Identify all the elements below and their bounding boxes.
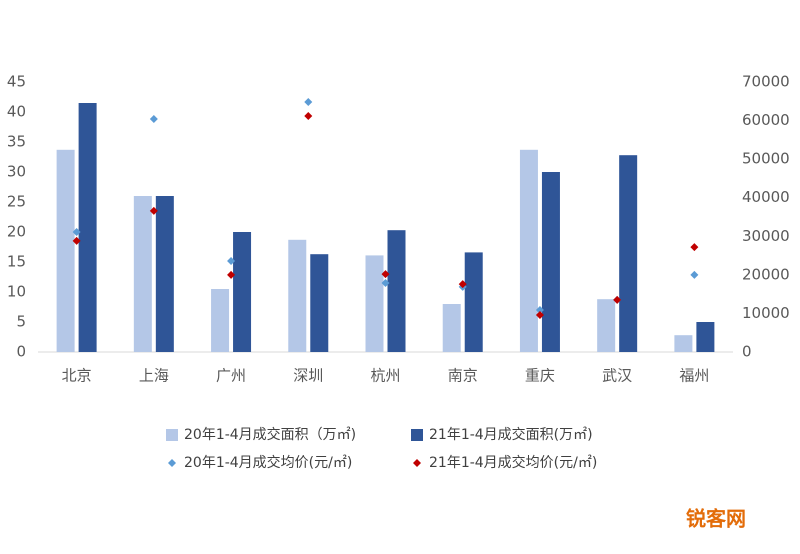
x-tick-label: 杭州 xyxy=(370,367,400,385)
bar xyxy=(233,232,252,352)
y-tick-label: 20 xyxy=(7,223,26,241)
marker xyxy=(690,270,699,279)
x-tick-label: 广州 xyxy=(216,367,246,385)
bar xyxy=(519,149,538,352)
y-tick-label: 15 xyxy=(7,253,26,271)
y2-tick-label: 50000 xyxy=(742,150,790,168)
x-tick-label: 上海 xyxy=(139,367,169,385)
marker xyxy=(72,236,81,245)
x-tick-label: 深圳 xyxy=(293,367,323,385)
y2-tick-label: 70000 xyxy=(742,73,790,91)
legend-label: 20年1-4月成交面积（万㎡) xyxy=(184,426,356,443)
y2-tick-label: 30000 xyxy=(742,227,790,245)
bar xyxy=(387,230,406,352)
y-tick-label: 30 xyxy=(7,163,26,181)
bar xyxy=(597,299,616,352)
marker xyxy=(613,295,622,304)
bar xyxy=(442,304,461,352)
y-tick-label: 40 xyxy=(7,103,26,121)
legend-swatch xyxy=(168,459,176,467)
y2-tick-label: 40000 xyxy=(742,188,790,206)
marker xyxy=(149,115,158,124)
marker xyxy=(458,280,467,289)
marker xyxy=(149,206,158,215)
bar xyxy=(133,196,152,352)
y2-tick-label: 20000 xyxy=(742,265,790,283)
marker xyxy=(304,98,313,107)
y2-tick-label: 60000 xyxy=(742,111,790,129)
marker xyxy=(227,270,236,279)
y-tick-label: 10 xyxy=(7,283,26,301)
watermark: 锐客网 xyxy=(686,507,746,531)
x-tick-label: 北京 xyxy=(62,367,92,385)
legend-label: 21年1-4月成交面积(万㎡) xyxy=(429,426,593,443)
x-tick-label: 重庆 xyxy=(525,367,555,385)
y2-tick-label: 0 xyxy=(742,343,752,361)
marker xyxy=(535,310,544,319)
legend-swatch xyxy=(411,429,423,441)
marker xyxy=(690,243,699,252)
legend: 20年1-4月成交面积（万㎡) 21年1-4月成交面积(万㎡) 20年1-4月成交均… xyxy=(166,426,597,471)
legend-label: 20年1-4月成交均价(元/㎡) xyxy=(184,454,352,471)
bar xyxy=(288,239,307,352)
y-tick-label: 5 xyxy=(16,313,26,331)
y-tick-label: 35 xyxy=(7,133,26,151)
legend-swatch xyxy=(413,459,421,467)
y-tick-label: 0 xyxy=(16,343,26,361)
legend-swatch xyxy=(166,429,178,441)
marker xyxy=(304,111,313,120)
bar xyxy=(541,172,560,352)
bar xyxy=(56,149,75,352)
bar xyxy=(674,335,693,352)
bar xyxy=(310,254,329,352)
bar xyxy=(211,289,230,352)
marker xyxy=(227,256,236,265)
bar xyxy=(365,255,384,352)
marker xyxy=(381,278,390,287)
bar xyxy=(696,322,715,352)
x-tick-label: 福州 xyxy=(679,367,709,385)
bar xyxy=(155,196,174,352)
y-tick-label: 45 xyxy=(7,73,26,91)
x-tick-label: 武汉 xyxy=(602,367,632,385)
legend-label: 21年1-4月成交均价(元/㎡) xyxy=(429,454,597,471)
x-tick-label: 南京 xyxy=(448,367,478,385)
bar xyxy=(78,103,97,352)
y-tick-label: 25 xyxy=(7,193,26,211)
marker xyxy=(381,270,390,279)
marker xyxy=(535,305,544,314)
bar xyxy=(464,252,483,352)
y2-tick-label: 10000 xyxy=(742,304,790,322)
bar xyxy=(619,155,638,352)
marker xyxy=(72,228,81,237)
